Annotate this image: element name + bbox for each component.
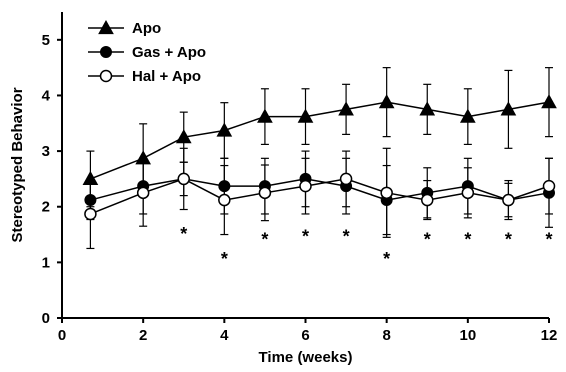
significance-star: *	[545, 229, 552, 249]
data-point-apo	[419, 101, 436, 116]
legend-marker-hal-apo	[99, 69, 113, 83]
data-point-hal-apo	[339, 172, 353, 186]
legend: Apo Gas + Apo Hal + Apo	[88, 19, 206, 85]
significance-star: *	[464, 229, 471, 249]
data-point-hal-apo	[502, 193, 515, 207]
data-point-apo	[459, 108, 476, 123]
data-point-apo	[297, 108, 314, 123]
series-markers	[82, 94, 557, 221]
significance-star: *	[383, 249, 390, 269]
data-point-hal-apo	[218, 193, 231, 207]
series-lines	[90, 101, 550, 215]
legend-label-gas-apo: Gas + Apo	[132, 44, 206, 61]
significance-star: *	[221, 249, 228, 269]
x-tick-label: 8	[382, 327, 390, 344]
x-axis-title: Time (weeks)	[259, 349, 353, 366]
legend-marker-gas-apo	[100, 46, 112, 58]
y-tick-label: 5	[42, 32, 50, 49]
legend-marker-apo	[98, 19, 114, 35]
data-point-apo	[378, 94, 395, 109]
x-tick-label: 4	[220, 327, 229, 344]
y-tick-label: 2	[42, 199, 50, 216]
significance-star: *	[302, 227, 309, 247]
x-tick-label: 0	[58, 327, 66, 344]
data-point-apo	[257, 108, 273, 123]
significance-star: *	[343, 227, 350, 247]
legend-label-hal-apo: Hal + Apo	[132, 68, 201, 85]
x-tick-label: 12	[541, 327, 558, 344]
series-line-apo	[90, 101, 550, 180]
y-tick-label: 3	[42, 143, 50, 160]
data-point-hal-apo	[136, 186, 150, 200]
data-point-apo	[175, 129, 192, 144]
significance-star: *	[505, 229, 512, 249]
data-point-hal-apo	[258, 186, 272, 200]
error-bars	[86, 67, 553, 250]
data-point-gas-apo	[218, 180, 231, 193]
data-point-hal-apo	[380, 186, 393, 200]
x-tick-label: 6	[301, 327, 309, 344]
x-tick-label: 10	[459, 327, 476, 344]
data-point-hal-apo	[421, 193, 434, 207]
y-tick-label: 1	[42, 254, 50, 271]
data-point-hal-apo	[461, 186, 475, 200]
y-tick-label: 0	[42, 310, 50, 327]
data-point-hal-apo	[542, 179, 556, 193]
data-point-apo	[338, 101, 354, 116]
y-axis-title: Stereotyped Behavior	[9, 87, 26, 242]
data-point-apo	[135, 150, 152, 165]
y-tick-label: 4	[42, 87, 51, 104]
data-point-apo	[541, 94, 557, 109]
series-line-hal-apo	[90, 178, 550, 215]
significance-marks: * * * * * * * * * *	[180, 224, 552, 269]
data-point-gas-apo	[84, 194, 97, 207]
data-point-apo	[82, 170, 99, 186]
data-point-apo	[216, 122, 233, 137]
significance-star: *	[424, 229, 431, 249]
x-tick-label: 2	[139, 327, 147, 344]
data-point-hal-apo	[177, 172, 190, 186]
significance-star: *	[261, 229, 268, 249]
legend-label-apo: Apo	[132, 20, 161, 37]
significance-star: *	[180, 224, 187, 244]
data-point-hal-apo	[84, 207, 97, 221]
data-point-hal-apo	[299, 179, 312, 193]
data-point-apo	[500, 101, 517, 116]
series-line-gas-apo	[90, 178, 550, 201]
